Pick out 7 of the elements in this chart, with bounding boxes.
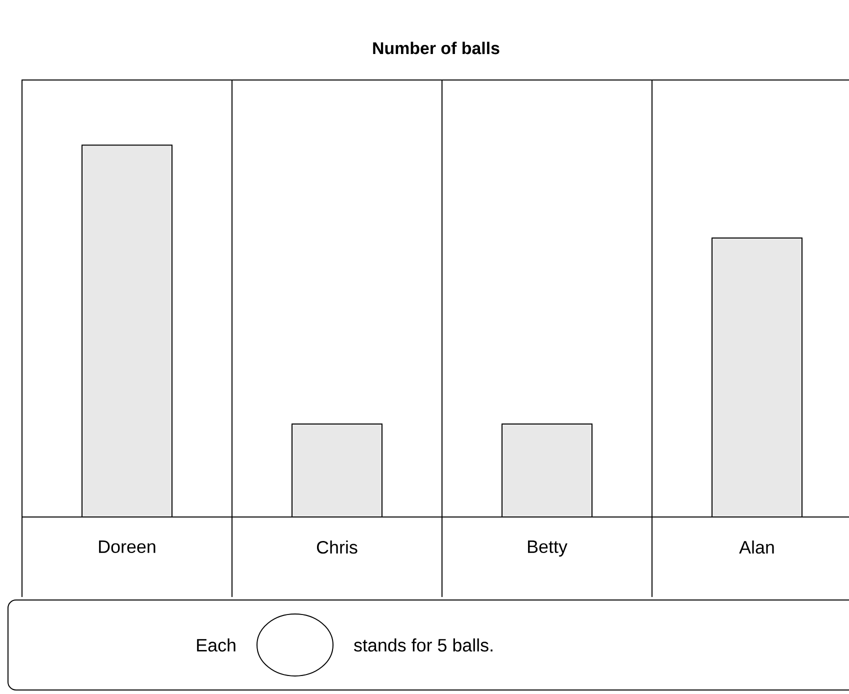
x-tick-label: Chris <box>316 540 358 554</box>
text: Each <box>197 638 236 652</box>
text: stands for 5 balls. <box>354 638 492 652</box>
chart-title: Number of balls <box>373 42 500 54</box>
x-tick-label: Betty <box>528 540 568 557</box>
x-tick-label: Doreen <box>99 540 156 554</box>
x-tick-label: Alan <box>739 540 774 554</box>
